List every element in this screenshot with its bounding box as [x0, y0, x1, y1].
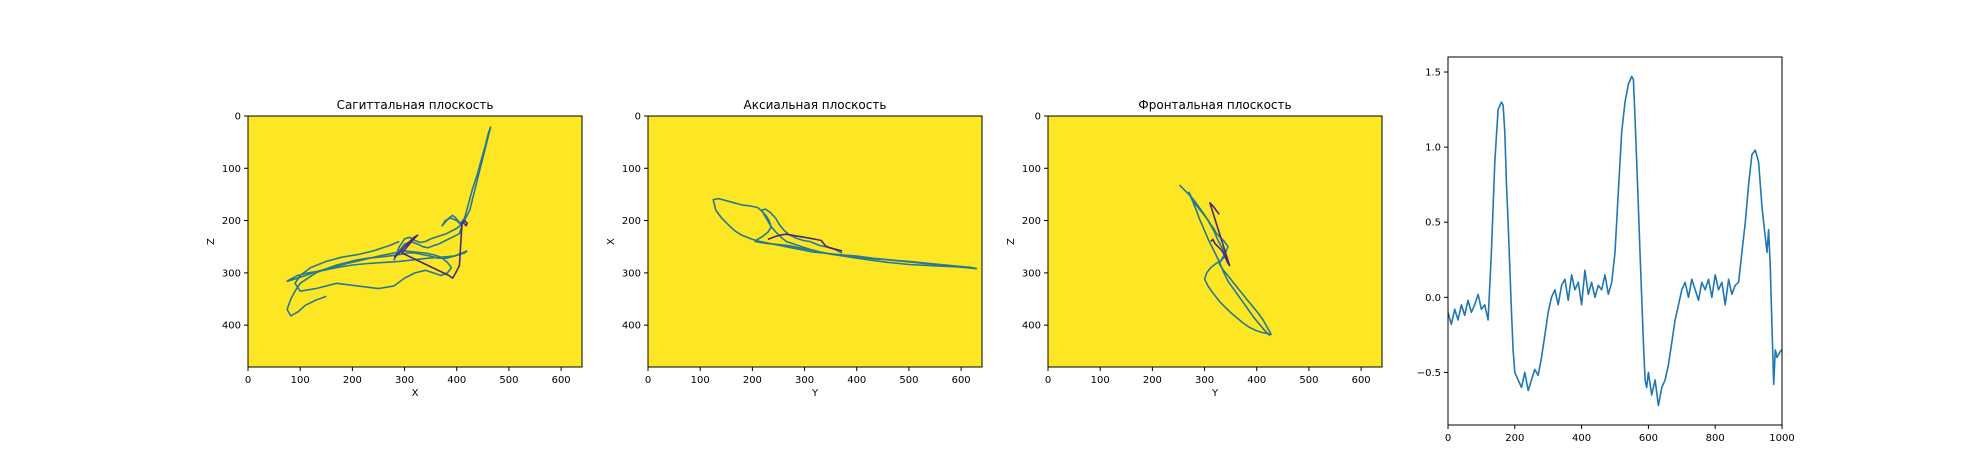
x-tick-label: 400 — [847, 375, 866, 386]
chart-title: Сагиттальная плоскость — [337, 98, 494, 112]
series-line-1 — [1188, 191, 1271, 337]
x-tick-label: 300 — [395, 375, 414, 386]
x-tick-label: 600 — [1639, 433, 1658, 444]
y-tick-label: 0.5 — [1425, 218, 1441, 229]
x-tick-label: 200 — [1143, 375, 1162, 386]
y-tick-label: 400 — [222, 321, 241, 332]
x-tick-label: 0 — [1445, 433, 1451, 444]
x-tick-label: 400 — [1572, 433, 1591, 444]
y-tick-label: 300 — [222, 268, 241, 279]
x-tick-label: 0 — [1045, 375, 1051, 386]
x-tick-label: 500 — [1299, 375, 1318, 386]
y-axis-label: Z — [206, 238, 217, 245]
x-tick-label: 100 — [291, 375, 310, 386]
y-tick-label: 200 — [622, 216, 641, 227]
y-tick-label: 0 — [635, 112, 641, 123]
y-tick-label: −0.5 — [1417, 368, 1441, 379]
x-tick-label: 400 — [447, 375, 466, 386]
y-tick-label: 400 — [622, 321, 641, 332]
x-tick-label: 300 — [1195, 375, 1214, 386]
x-tick-label: 600 — [552, 375, 571, 386]
plot-area — [1048, 116, 1382, 367]
y-tick-label: 1.0 — [1425, 143, 1441, 154]
series-line-3 — [1178, 184, 1272, 336]
x-tick-label: 1000 — [1769, 433, 1794, 444]
x-axis-label: Y — [1211, 388, 1219, 399]
series-line-4 — [754, 206, 977, 270]
y-tick-label: 100 — [1022, 164, 1041, 175]
y-tick-label: 100 — [622, 164, 641, 175]
series-line-4 — [1209, 202, 1231, 267]
x-tick-label: 600 — [952, 375, 971, 386]
x-tick-label: 500 — [499, 375, 518, 386]
x-tick-label: 0 — [645, 375, 651, 386]
x-tick-label: 200 — [1505, 433, 1524, 444]
x-tick-label: 0 — [245, 375, 251, 386]
axes-frame — [247, 115, 583, 368]
y-tick-label: 300 — [622, 268, 641, 279]
y-tick-label: 400 — [1022, 321, 1041, 332]
x-tick-label: 200 — [743, 375, 762, 386]
series-line-2 — [1215, 232, 1273, 335]
y-tick-label: 100 — [222, 164, 241, 175]
y-tick-label: 200 — [222, 216, 241, 227]
series-line-4 — [286, 250, 468, 317]
x-tick-label: 100 — [691, 375, 710, 386]
x-tick-label: 600 — [1352, 375, 1371, 386]
y-axis-label: Z — [1006, 238, 1017, 245]
axes-frame — [1047, 115, 1383, 368]
plot-area — [648, 116, 982, 367]
x-tick-label: 800 — [1706, 433, 1725, 444]
plot-area — [248, 116, 582, 367]
y-tick-label: 0.0 — [1425, 293, 1441, 304]
x-tick-label: 500 — [899, 375, 918, 386]
x-axis-label: Y — [811, 388, 819, 399]
y-axis-label: X — [606, 238, 617, 245]
series-line-3 — [712, 197, 977, 270]
axes-frame — [1447, 56, 1783, 426]
series-line-1 — [393, 126, 492, 261]
series-line-1 — [1448, 75, 1782, 407]
chart-panel-3: 0 100 200 300 400 500 600 0 100 200 300 400 Фронталь… — [1006, 98, 1383, 399]
axes-frame — [647, 115, 983, 368]
series-line-2 — [294, 240, 453, 293]
x-axis-label: X — [412, 388, 419, 399]
chart-title: Фронтальная плоскость — [1138, 98, 1291, 112]
y-tick-label: 0 — [235, 112, 241, 123]
chart-title: Аксиальная плоскость — [744, 98, 887, 112]
series-line-5 — [393, 219, 469, 279]
x-tick-label: 300 — [795, 375, 814, 386]
chart-panel-4: 0 200 400 600 800 1000 −0.5 0.0 0.5 1.0 1.5 — [1417, 56, 1795, 444]
chart-panel-1: 0 100 200 300 400 500 600 0 100 200 300 400 Сагиттал… — [206, 98, 583, 399]
series-line-3 — [286, 250, 468, 283]
y-tick-label: 200 — [1022, 216, 1041, 227]
y-tick-label: 1.5 — [1425, 68, 1441, 79]
y-tick-label: 0 — [1035, 112, 1041, 123]
x-tick-label: 400 — [1247, 375, 1266, 386]
series-line-5 — [767, 233, 843, 252]
chart-panel-2: 0 100 200 300 400 500 600 0 100 200 300 400 Аксиальн… — [606, 98, 983, 399]
y-tick-label: 300 — [1022, 268, 1041, 279]
x-tick-label: 100 — [1091, 375, 1110, 386]
x-tick-label: 200 — [343, 375, 362, 386]
